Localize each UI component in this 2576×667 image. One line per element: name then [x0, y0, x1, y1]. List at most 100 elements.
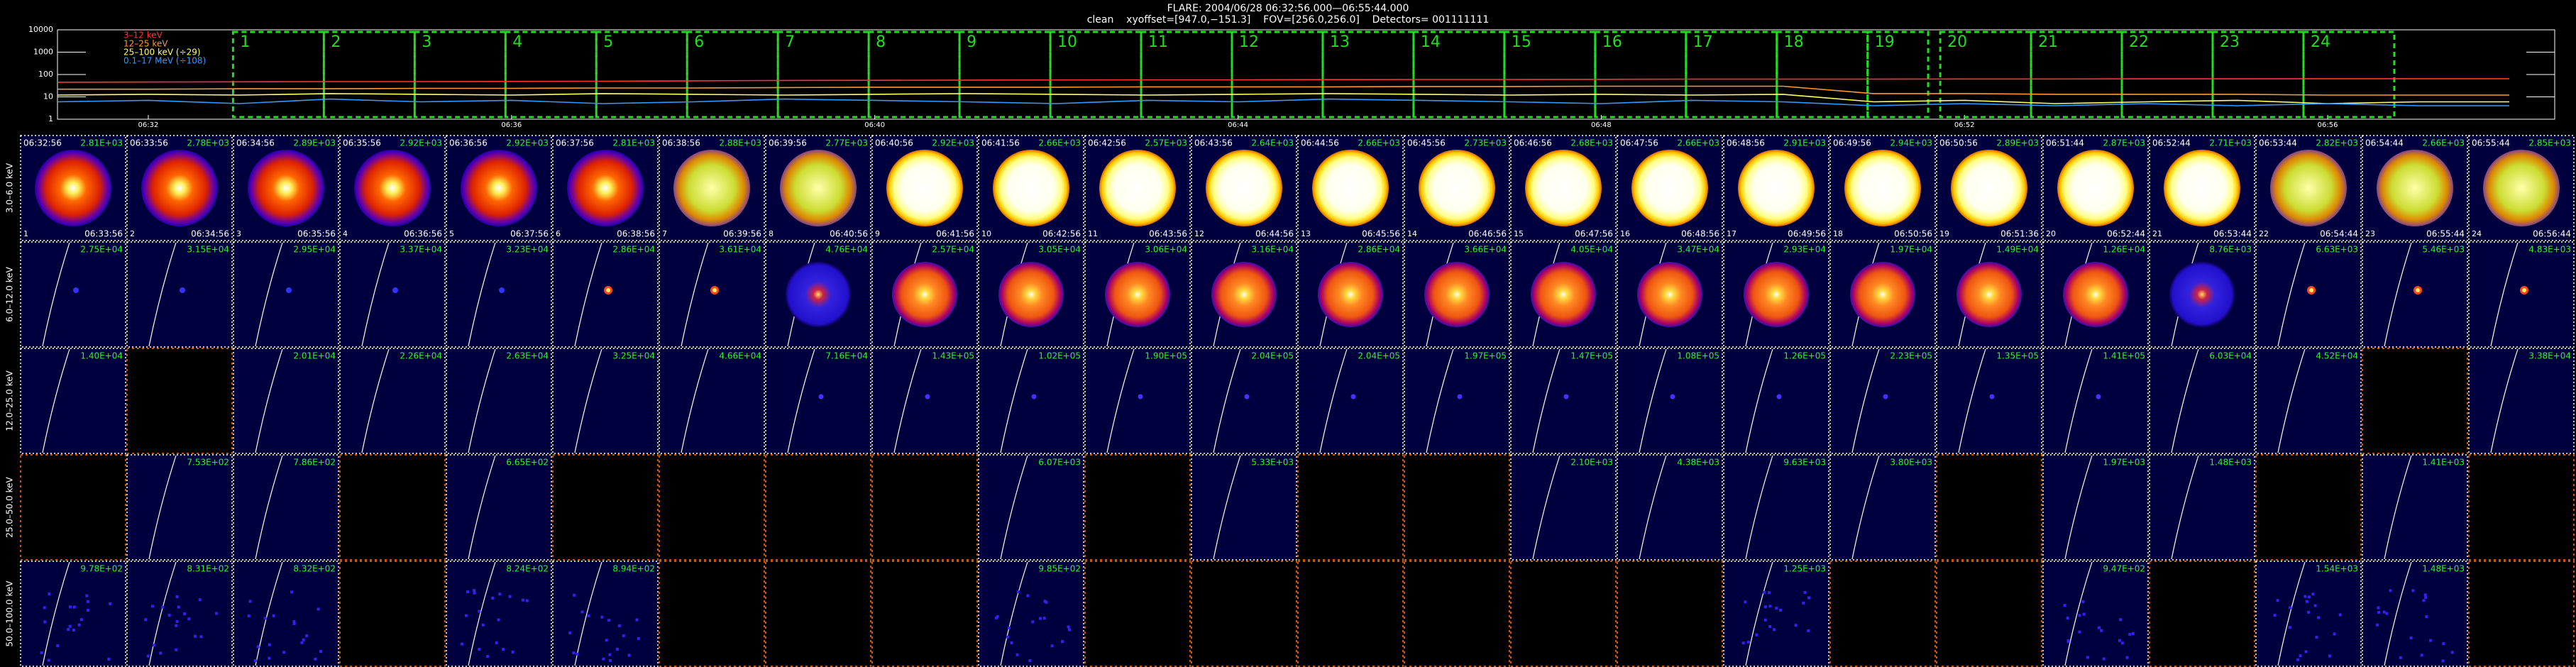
empty-cell [1084, 454, 1191, 561]
image-cell [126, 561, 233, 667]
peak-value: 6.07E+03 [1038, 458, 1081, 468]
interval-box [1866, 31, 1930, 118]
empty-cell [2362, 348, 2468, 454]
title: FLARE: 2004/06/28 06:32:56.000—06:55:44.… [1167, 3, 1409, 14]
image-cell [2042, 454, 2149, 561]
speck [572, 651, 576, 655]
image-cell [2042, 561, 2149, 667]
start-time: 06:48:56 [1727, 138, 1765, 148]
interval-label: 8 [876, 33, 886, 51]
source [1244, 394, 1250, 399]
source [2169, 262, 2235, 327]
speck [175, 648, 178, 651]
empty-cell [659, 454, 765, 561]
interval-label: 6 [694, 33, 704, 51]
interval-box [504, 31, 598, 118]
peak-value: 2.92E+03 [400, 138, 442, 148]
end-time: 06:55:44 [2426, 229, 2465, 239]
empty-cell [20, 454, 126, 561]
end-time: 06:33:56 [84, 229, 123, 239]
image-cell [233, 348, 339, 454]
empty-cell [1404, 454, 1510, 561]
solar-limb [42, 561, 70, 666]
speck [473, 589, 476, 592]
solar-limb [2384, 561, 2412, 666]
speck [175, 595, 179, 599]
empty-cell [2468, 454, 2575, 561]
x-tick-label: 06:32 [138, 121, 159, 129]
solar-limb [148, 455, 177, 560]
speck [2063, 604, 2066, 607]
start-time: 06:35:56 [343, 138, 381, 148]
interval-label: 9 [967, 33, 976, 51]
start-time: 06:36:56 [449, 138, 488, 148]
start-time: 06:42:56 [1088, 138, 1126, 148]
interval-label: 1 [240, 33, 250, 51]
peak-value: 2.75E+04 [80, 245, 123, 255]
speck [508, 595, 512, 598]
speck [2317, 616, 2321, 619]
interval-box [1939, 31, 2032, 118]
speck [152, 644, 155, 647]
start-time: 06:34:56 [236, 138, 275, 148]
image-cell [1297, 348, 1404, 454]
image-cell [2362, 561, 2468, 667]
interval-label: 15 [1512, 33, 1531, 51]
solar-limb [1213, 348, 1241, 453]
start-time: 06:54:44 [2365, 138, 2404, 148]
row-label: 50.0–100.0 keV [5, 580, 15, 647]
speck [67, 628, 70, 632]
image-cell [2042, 348, 2149, 454]
speck [47, 658, 50, 662]
peak-value: 5.33E+03 [1251, 458, 1294, 468]
image-cell [2362, 454, 2468, 561]
speck [1763, 618, 1767, 622]
source [1776, 394, 1782, 399]
speck [465, 614, 468, 617]
peak-value: 2.04E+05 [1251, 351, 1294, 361]
peak-value: 1.47E+05 [1570, 351, 1613, 361]
solar-limb [361, 348, 390, 453]
end-time: 06:52:44 [2107, 229, 2145, 239]
empty-cell [871, 454, 978, 561]
speck [187, 617, 191, 621]
legend-entry: 12–25 keV [123, 39, 168, 49]
source [1099, 150, 1176, 226]
y-tick-label: 1 [48, 114, 53, 123]
source [2057, 150, 2134, 226]
solar-limb [1745, 455, 1773, 560]
speck [607, 619, 611, 622]
peak-value: 6.03E+04 [2209, 351, 2252, 361]
peak-value: 2.23E+05 [1890, 351, 1932, 361]
source [461, 150, 537, 226]
speck [1744, 600, 1747, 604]
source [73, 287, 79, 293]
peak-value: 1.26E+04 [2103, 245, 2145, 255]
speck [48, 592, 51, 596]
peak-value: 1.41E+05 [2103, 351, 2145, 361]
speck [466, 590, 469, 594]
lightcurve [57, 78, 2509, 83]
peak-value: 2.57E+04 [932, 245, 974, 255]
peak-value: 7.16E+04 [825, 351, 868, 361]
solar-limb [148, 561, 177, 666]
speck [1028, 659, 1032, 663]
start-time: 06:43:56 [1194, 138, 1233, 148]
empty-cell [1617, 561, 1723, 667]
speck [2098, 626, 2101, 629]
source [1105, 262, 1170, 327]
speck [2385, 612, 2389, 615]
peak-value: 4.83E+03 [2528, 245, 2571, 255]
speck [627, 654, 631, 657]
speck [2409, 636, 2413, 640]
interval-index: 21 [2152, 229, 2162, 238]
end-time: 06:45:56 [1362, 229, 1400, 239]
peak-value: 8.31E+02 [187, 564, 229, 574]
solar-limb [2171, 348, 2199, 453]
image-cell [552, 561, 659, 667]
speck [1026, 594, 1030, 597]
peak-value: 6.63E+03 [2316, 245, 2358, 255]
image-cell [1723, 348, 1829, 454]
source [2416, 288, 2420, 292]
source [392, 287, 398, 293]
